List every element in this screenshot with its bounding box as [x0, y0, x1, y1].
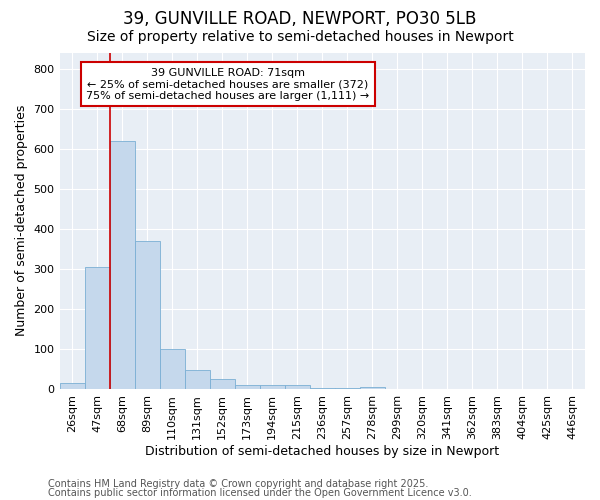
- Bar: [134, 241, 160, 389]
- Bar: [335, 388, 360, 389]
- Text: 39 GUNVILLE ROAD: 71sqm
← 25% of semi-detached houses are smaller (372)
75% of s: 39 GUNVILLE ROAD: 71sqm ← 25% of semi-de…: [86, 68, 370, 101]
- Bar: [310, 388, 335, 389]
- Bar: [235, 385, 260, 389]
- Text: Contains HM Land Registry data © Crown copyright and database right 2025.: Contains HM Land Registry data © Crown c…: [48, 479, 428, 489]
- Y-axis label: Number of semi-detached properties: Number of semi-detached properties: [15, 105, 28, 336]
- Bar: [260, 385, 285, 389]
- Bar: [285, 385, 310, 389]
- Bar: [360, 387, 385, 389]
- Text: Size of property relative to semi-detached houses in Newport: Size of property relative to semi-detach…: [86, 30, 514, 44]
- Bar: [160, 349, 185, 389]
- Bar: [209, 379, 235, 389]
- Bar: [185, 370, 209, 389]
- X-axis label: Distribution of semi-detached houses by size in Newport: Distribution of semi-detached houses by …: [145, 444, 499, 458]
- Text: Contains public sector information licensed under the Open Government Licence v3: Contains public sector information licen…: [48, 488, 472, 498]
- Text: 39, GUNVILLE ROAD, NEWPORT, PO30 5LB: 39, GUNVILLE ROAD, NEWPORT, PO30 5LB: [124, 10, 476, 28]
- Bar: [85, 267, 110, 389]
- Bar: [110, 140, 134, 389]
- Bar: [59, 383, 85, 389]
